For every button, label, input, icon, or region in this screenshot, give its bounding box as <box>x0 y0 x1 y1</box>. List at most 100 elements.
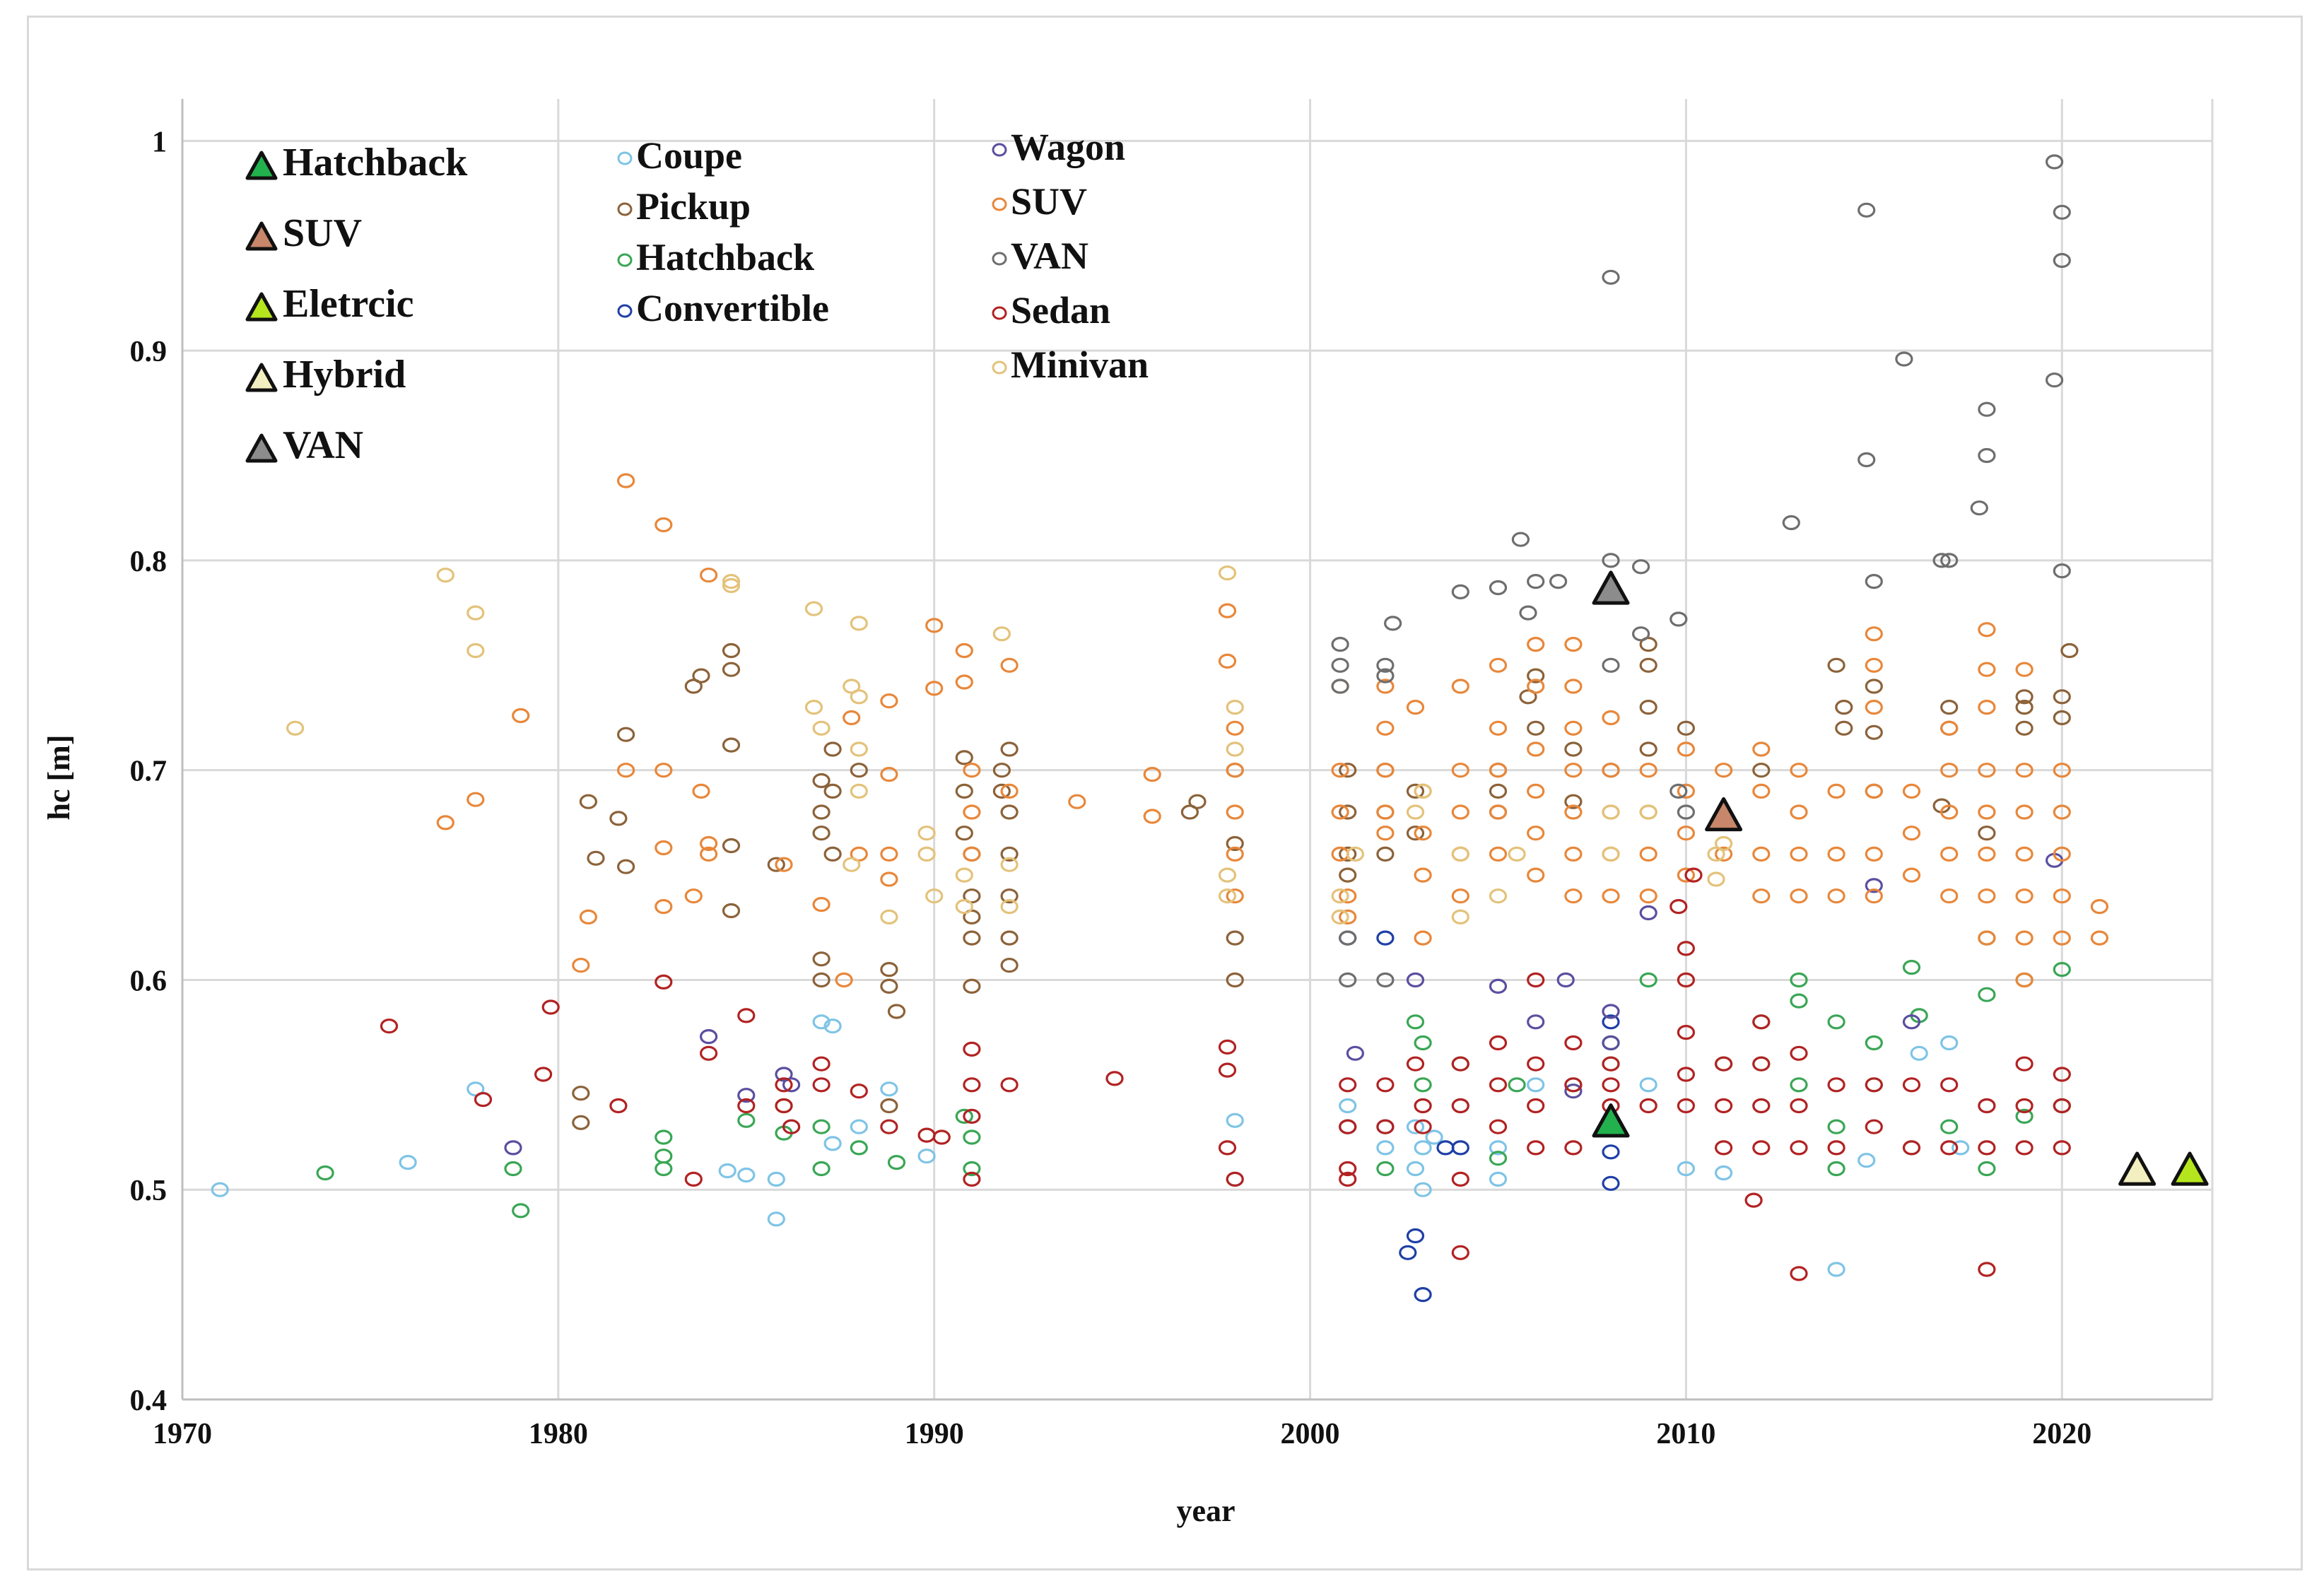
data-point <box>1669 611 1688 627</box>
data-point <box>1827 1077 1845 1093</box>
data-point <box>850 689 868 705</box>
data-point <box>1902 959 1921 975</box>
legend-entry: VAN <box>245 423 363 467</box>
data-point <box>1414 783 1432 799</box>
legend-entry: Hatchback <box>245 141 468 184</box>
data-point <box>2015 972 2034 988</box>
data-point <box>1414 867 1432 883</box>
data-point <box>1790 1077 1808 1093</box>
data-point <box>655 898 673 915</box>
data-point <box>587 850 605 866</box>
data-point <box>925 681 944 696</box>
data-point <box>1978 1262 1996 1277</box>
data-point <box>1406 804 1425 820</box>
legend-marker <box>992 360 1007 375</box>
data-point <box>1835 720 1853 736</box>
data-point <box>963 1108 981 1125</box>
legend-entry: Eletrcic <box>245 282 414 326</box>
data-point <box>880 978 898 994</box>
legend-triangle <box>245 151 278 180</box>
data-point <box>2015 1108 2034 1125</box>
data-point <box>1508 1077 1526 1093</box>
data-point <box>1564 1077 1583 1093</box>
data-point <box>2053 888 2071 904</box>
data-point <box>2053 563 2071 579</box>
data-point <box>1226 1112 1244 1128</box>
data-point <box>1865 878 1883 893</box>
data-point <box>1188 794 1207 809</box>
data-point <box>775 1067 793 1082</box>
data-point <box>1790 1098 1808 1114</box>
data-point <box>850 783 868 799</box>
data-point <box>1744 1192 1763 1208</box>
legend-label: Convertible <box>636 287 829 329</box>
data-point <box>1527 741 1545 757</box>
legend-entry: Sedan <box>992 289 1110 331</box>
data-point <box>2015 763 2034 778</box>
data-point <box>1451 1171 1469 1187</box>
series-pickup <box>572 636 2079 1130</box>
data-point <box>887 1154 906 1170</box>
data-point <box>917 1127 936 1143</box>
data-point <box>2053 689 2071 705</box>
data-point <box>572 1115 590 1130</box>
data-point <box>616 727 635 742</box>
legend-label: VAN <box>1011 235 1088 277</box>
data-point <box>1790 1140 1808 1156</box>
data-point <box>466 642 485 659</box>
data-point <box>1489 1140 1508 1156</box>
chart-frame <box>27 16 2303 1571</box>
data-point <box>925 888 944 904</box>
data-point <box>1489 1119 1508 1134</box>
data-point <box>850 846 868 862</box>
data-point <box>1000 898 1019 915</box>
data-point <box>1218 888 1237 904</box>
data-point <box>1902 1014 1921 1030</box>
data-point <box>1639 741 1657 757</box>
data-point <box>1489 1151 1508 1166</box>
data-point <box>1669 898 1688 915</box>
data-point <box>1527 1098 1545 1114</box>
data-point <box>211 1182 229 1197</box>
data-point <box>932 1129 951 1145</box>
data-point <box>1639 699 1657 715</box>
data-point <box>1902 867 1921 883</box>
data-point <box>1677 972 1695 988</box>
data-point <box>963 846 981 862</box>
legend-marker <box>992 306 1007 320</box>
x-tick-label: 2010 <box>1656 1418 1715 1450</box>
data-point <box>1451 1098 1469 1114</box>
legend-entry: Hybrid <box>245 353 406 397</box>
data-point <box>1564 846 1583 862</box>
data-point <box>1414 1098 1432 1114</box>
data-point <box>1602 657 1620 673</box>
data-point <box>812 804 831 820</box>
data-point <box>1346 846 1365 862</box>
data-point <box>1564 636 1583 652</box>
data-point <box>1226 972 1244 988</box>
legend-marker <box>992 252 1007 266</box>
legend-label: Hatchback <box>636 236 814 278</box>
data-point <box>782 1077 801 1093</box>
y-tick-label: 0.9 <box>130 336 168 368</box>
data-point <box>1940 846 1959 862</box>
legend-entry: SUV <box>992 180 1087 223</box>
data-point <box>2053 930 2071 946</box>
data-point <box>812 1119 831 1134</box>
data-point <box>1790 993 1808 1009</box>
data-point <box>1489 1035 1508 1051</box>
data-point <box>1865 888 1883 904</box>
y-tick-label: 0.6 <box>130 965 168 997</box>
data-point <box>616 763 635 778</box>
data-point <box>1489 888 1508 904</box>
data-point <box>722 573 741 589</box>
data-point <box>963 930 981 946</box>
data-point <box>1414 1119 1432 1134</box>
data-point <box>572 1086 590 1101</box>
data-point <box>1978 930 1996 946</box>
legend-label: SUV <box>283 211 362 255</box>
data-point <box>880 871 898 887</box>
data-point <box>812 1014 831 1030</box>
data-point <box>850 1140 868 1156</box>
data-point <box>1376 720 1395 736</box>
